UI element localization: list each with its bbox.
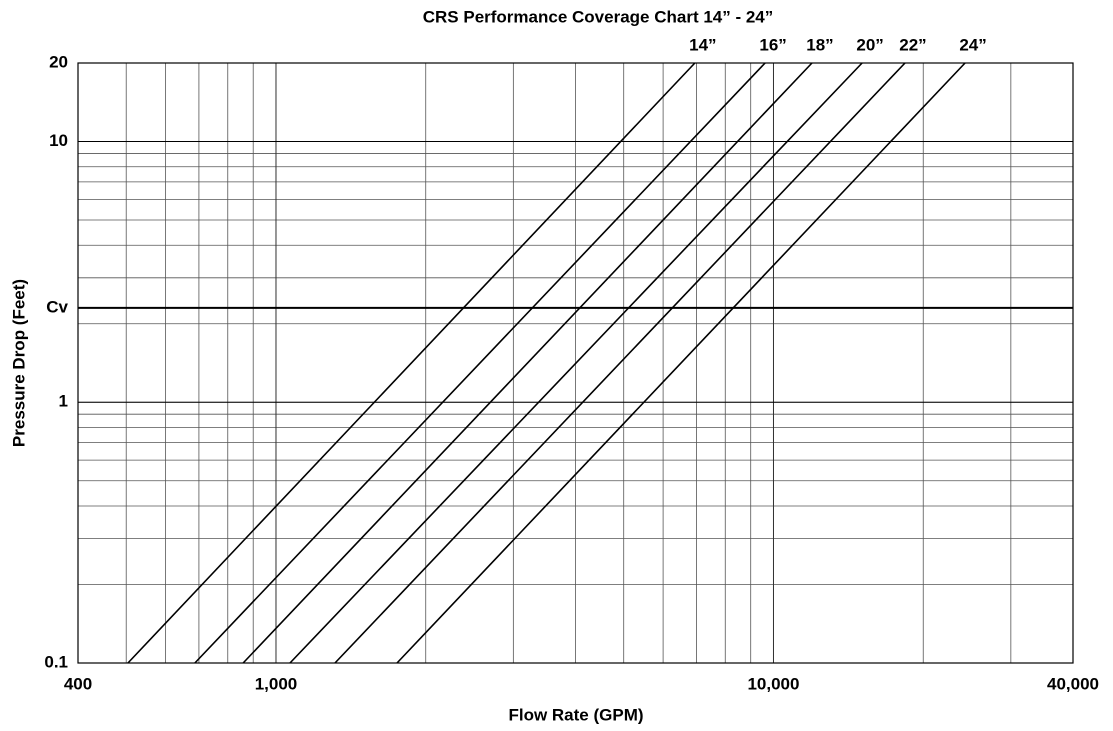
series-line bbox=[194, 62, 766, 664]
series-line bbox=[127, 62, 696, 664]
x-tick-label: 10,000 bbox=[747, 674, 799, 693]
series-label: 20” bbox=[856, 35, 883, 54]
y-tick-label: 0.1 bbox=[44, 652, 68, 671]
y-tick-label: 20 bbox=[49, 52, 68, 71]
series-label: 22” bbox=[899, 35, 926, 54]
series-line bbox=[334, 62, 906, 664]
series-label: 14” bbox=[689, 35, 716, 54]
y-tick-label: 1 bbox=[59, 392, 68, 411]
series-line bbox=[396, 62, 966, 664]
plot-frame bbox=[77, 62, 1074, 664]
y-tick-label: 10 bbox=[49, 131, 68, 150]
series-label: 16” bbox=[759, 35, 786, 54]
y-tick-label: Cv bbox=[46, 297, 68, 316]
series-label: 24” bbox=[959, 35, 986, 54]
x-axis-label: Flow Rate (GPM) bbox=[508, 705, 643, 724]
series-label: 18” bbox=[806, 35, 833, 54]
y-axis-label: Pressure Drop (Feet) bbox=[9, 279, 28, 447]
series-line bbox=[242, 62, 813, 664]
series-line bbox=[289, 62, 863, 664]
x-tick-label: 40,000 bbox=[1047, 674, 1099, 693]
chart-title: CRS Performance Coverage Chart 14” - 24” bbox=[423, 7, 774, 26]
x-tick-label: 1,000 bbox=[255, 674, 298, 693]
x-tick-label: 400 bbox=[64, 674, 92, 693]
